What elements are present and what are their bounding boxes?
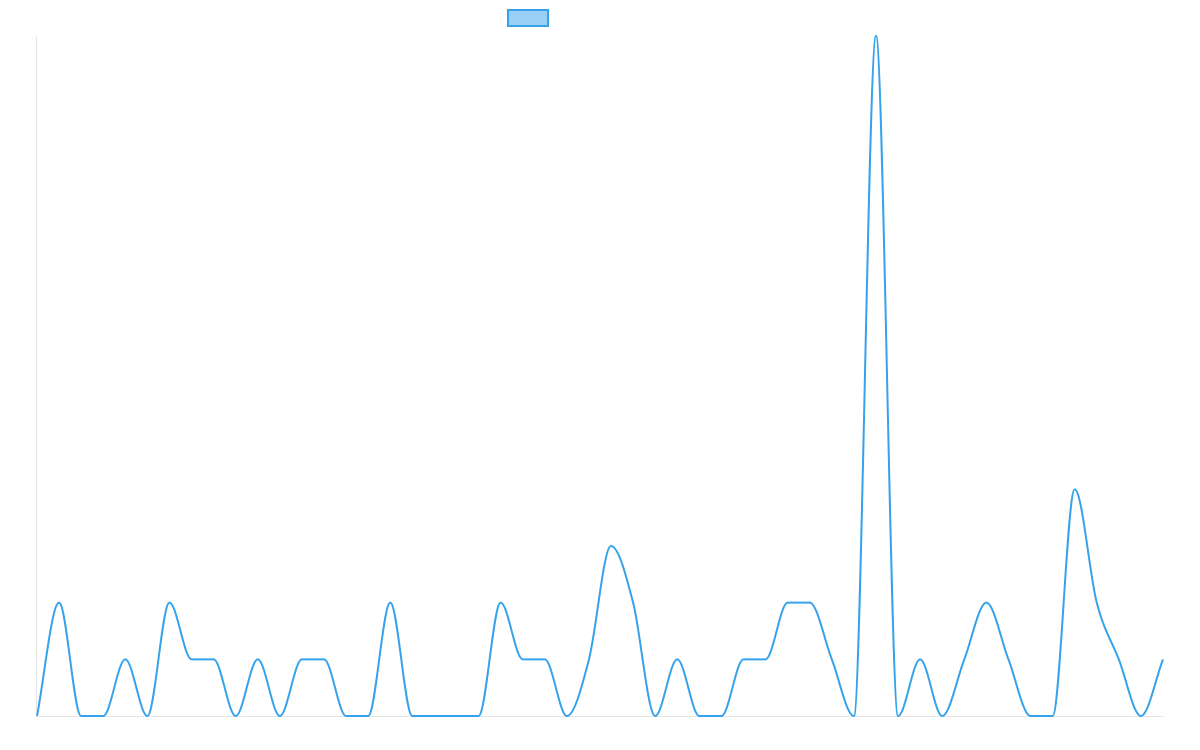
data-point[interactable]: [122, 656, 128, 662]
data-point[interactable]: [939, 713, 945, 719]
data-point[interactable]: [917, 656, 923, 662]
data-point[interactable]: [961, 656, 967, 662]
data-point[interactable]: [1138, 713, 1144, 719]
data-point[interactable]: [343, 713, 349, 719]
data-point[interactable]: [56, 600, 62, 606]
data-point[interactable]: [1028, 713, 1034, 719]
data-point[interactable]: [564, 713, 570, 719]
data-point[interactable]: [387, 600, 393, 606]
series-line: [36, 35, 1164, 717]
data-point[interactable]: [851, 713, 857, 719]
data-point[interactable]: [674, 656, 680, 662]
data-point[interactable]: [718, 713, 724, 719]
data-point[interactable]: [476, 713, 482, 719]
data-point[interactable]: [873, 33, 879, 39]
data-point[interactable]: [520, 656, 526, 662]
data-point[interactable]: [409, 713, 415, 719]
data-point[interactable]: [1072, 486, 1078, 492]
data-point[interactable]: [100, 713, 106, 719]
data-point[interactable]: [741, 656, 747, 662]
data-point[interactable]: [453, 713, 459, 719]
data-point[interactable]: [189, 656, 195, 662]
data-point[interactable]: [166, 600, 172, 606]
data-point[interactable]: [321, 656, 327, 662]
data-point[interactable]: [1094, 600, 1100, 606]
data-point[interactable]: [34, 713, 40, 719]
data-point[interactable]: [807, 600, 813, 606]
data-point[interactable]: [829, 656, 835, 662]
data-point[interactable]: [630, 600, 636, 606]
data-point[interactable]: [608, 543, 614, 549]
data-point[interactable]: [1116, 656, 1122, 662]
data-point[interactable]: [785, 600, 791, 606]
series-layer: [34, 33, 1166, 719]
data-point[interactable]: [652, 713, 658, 719]
data-point[interactable]: [983, 600, 989, 606]
data-point[interactable]: [1160, 656, 1166, 662]
data-point[interactable]: [211, 656, 217, 662]
axes: [36, 36, 1164, 717]
data-point[interactable]: [542, 656, 548, 662]
data-point[interactable]: [895, 713, 901, 719]
data-point[interactable]: [1050, 713, 1056, 719]
data-point[interactable]: [696, 713, 702, 719]
data-point[interactable]: [498, 600, 504, 606]
data-point[interactable]: [431, 713, 437, 719]
data-point[interactable]: [299, 656, 305, 662]
data-point[interactable]: [1005, 656, 1011, 662]
data-point[interactable]: [365, 713, 371, 719]
data-point[interactable]: [255, 656, 261, 662]
data-point[interactable]: [78, 713, 84, 719]
data-point[interactable]: [586, 656, 592, 662]
data-point[interactable]: [277, 713, 283, 719]
data-point[interactable]: [763, 656, 769, 662]
data-point[interactable]: [233, 713, 239, 719]
data-point[interactable]: [144, 713, 150, 719]
legend[interactable]: [507, 9, 549, 27]
legend-swatch[interactable]: [507, 9, 549, 27]
